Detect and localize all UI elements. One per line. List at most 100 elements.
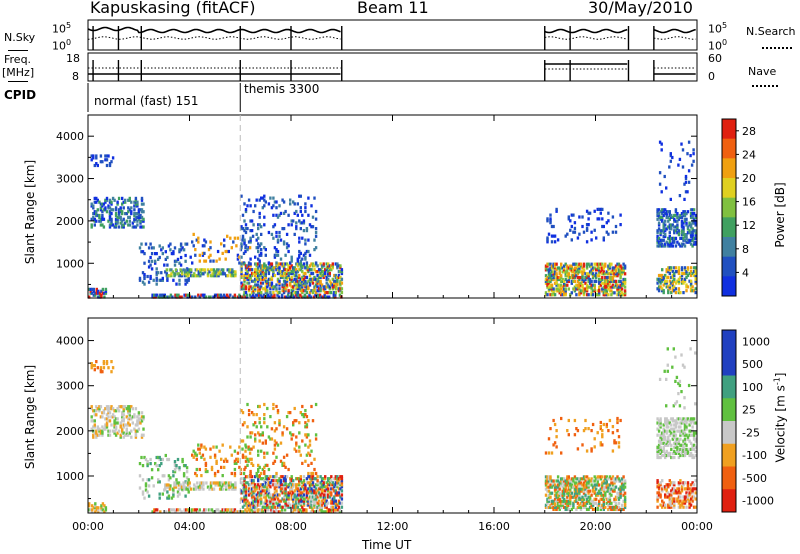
velocity-cell xyxy=(283,508,287,512)
power-cell xyxy=(553,264,557,268)
power-cell xyxy=(591,272,595,276)
velocity-cell xyxy=(149,462,152,466)
velocity-cell xyxy=(276,503,280,507)
velocity-cell xyxy=(275,471,278,476)
velocity-cell xyxy=(544,481,548,485)
power-cell xyxy=(203,293,206,297)
velocity-cell xyxy=(602,479,605,483)
velocity-cell xyxy=(605,479,608,483)
velocity-cell xyxy=(165,510,168,514)
power-cell xyxy=(546,277,549,282)
velocity-cell xyxy=(274,508,278,512)
power-cell xyxy=(119,217,122,221)
velocity-cell xyxy=(209,447,212,451)
velocity-cell xyxy=(550,451,554,455)
velocity-cell xyxy=(673,441,676,445)
power-cell xyxy=(578,283,581,287)
velocity-cell xyxy=(244,497,248,501)
power-cell xyxy=(302,283,306,287)
power-cell xyxy=(691,229,694,233)
velocity-cell xyxy=(617,487,621,491)
power-cell xyxy=(244,285,248,289)
velocity-cell xyxy=(558,501,561,505)
velocity-cell xyxy=(689,441,693,445)
velocity-cell xyxy=(616,495,619,499)
power-cell xyxy=(140,208,144,212)
power-cell xyxy=(576,268,580,272)
power-cell xyxy=(622,262,625,266)
velocity-cell xyxy=(168,487,172,491)
velocity-cell xyxy=(147,478,151,482)
power-cell xyxy=(547,232,551,236)
velocity-cell xyxy=(320,487,324,491)
power-cell xyxy=(662,277,665,281)
power-cell xyxy=(570,274,573,278)
velocity-cell xyxy=(320,508,323,512)
power-cell xyxy=(90,154,93,158)
velocity-cell xyxy=(250,479,254,483)
power-cell xyxy=(260,277,263,281)
velocity-cell xyxy=(613,499,616,503)
power-cell xyxy=(673,238,676,242)
power-cell xyxy=(314,293,317,297)
power-cell xyxy=(141,250,145,254)
velocity-cell xyxy=(102,362,106,366)
velocity-cell xyxy=(313,503,316,507)
velocity-cell xyxy=(225,485,228,489)
power-cell xyxy=(305,287,309,291)
power-cell xyxy=(110,212,113,216)
velocity-cell xyxy=(683,433,687,437)
velocity-cell xyxy=(95,360,98,364)
power-cell xyxy=(209,274,213,278)
velocity-cell xyxy=(110,405,113,409)
velocity-cell xyxy=(688,503,691,507)
power-cell xyxy=(316,279,319,283)
power-cell xyxy=(553,281,557,285)
power-cell xyxy=(676,231,679,235)
velocity-cell xyxy=(243,485,246,489)
velocity-cell xyxy=(243,503,246,507)
power-cell xyxy=(104,291,108,295)
power-cell xyxy=(331,287,334,291)
velocity-cell xyxy=(659,437,662,441)
velocity-cell xyxy=(293,489,296,493)
velocity-cell xyxy=(683,499,687,503)
velocity-cell xyxy=(579,487,583,491)
power-cell xyxy=(92,156,95,160)
velocity-cell xyxy=(311,491,315,495)
power-cell xyxy=(656,229,659,233)
power-cell xyxy=(582,289,586,293)
power-cell xyxy=(285,271,289,276)
velocity-cell xyxy=(588,489,592,493)
velocity-cell xyxy=(247,459,250,463)
power-cell xyxy=(153,293,156,297)
power-cell xyxy=(301,289,304,293)
power-cell xyxy=(276,249,280,254)
velocity-cell xyxy=(590,429,593,433)
power-cell xyxy=(622,293,625,297)
velocity-cell xyxy=(604,481,607,485)
velocity-cell xyxy=(685,505,688,509)
power-cell xyxy=(258,287,261,291)
velocity-cell xyxy=(258,474,261,478)
power-cell xyxy=(682,231,685,235)
power-cell xyxy=(325,281,328,285)
velocity-cell xyxy=(679,425,682,429)
power-cell xyxy=(325,266,328,270)
power-cell xyxy=(331,283,334,287)
velocity-cell xyxy=(677,487,681,491)
velocity-cell xyxy=(208,487,211,491)
power-cell xyxy=(247,240,251,244)
power-cell xyxy=(249,240,252,244)
power-cell xyxy=(250,295,253,299)
power-cell xyxy=(657,289,661,293)
power-cell xyxy=(308,281,312,285)
velocity-cell xyxy=(659,483,662,487)
velocity-cell xyxy=(668,499,671,503)
velocity-cell xyxy=(295,443,298,447)
power-cell xyxy=(340,271,344,276)
velocity-cell xyxy=(572,477,575,481)
power-cell xyxy=(581,272,584,276)
velocity-cell xyxy=(122,407,125,411)
power-cell xyxy=(563,264,566,268)
